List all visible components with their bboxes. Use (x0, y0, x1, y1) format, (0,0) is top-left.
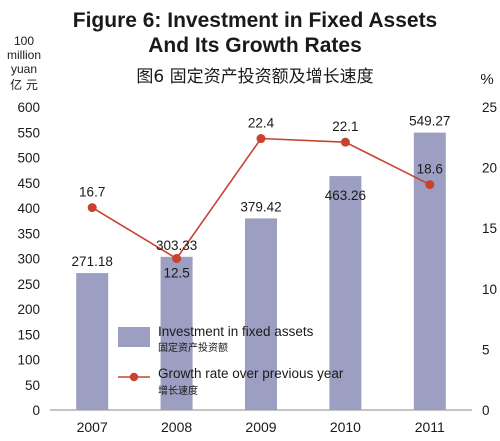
left-axis-tick-label: 250 (17, 277, 40, 292)
growth-rate-point-2009 (256, 134, 266, 144)
growth-rate-point-2007 (87, 203, 97, 213)
chart-title-line1: Figure 6: Investment in Fixed Assets (73, 9, 438, 32)
x-axis-tick-label: 2008 (161, 419, 192, 435)
right-axis-tick-label: 5 (482, 342, 490, 357)
chart-title-line2: And Its Growth Rates (148, 34, 362, 57)
growth-value-label-2010: 22.1 (332, 119, 358, 134)
chart-title-chinese: 图6 固定资产投资额及增长速度 (136, 67, 373, 87)
growth-value-label-2008: 12.5 (163, 266, 189, 281)
left-axis-tick-label: 500 (17, 151, 40, 166)
left-axis-tick-label: 600 (17, 100, 40, 115)
right-axis-tick-label: 15 (482, 221, 497, 236)
growth-value-label-2009: 22.4 (248, 116, 275, 131)
bar-2007 (76, 273, 109, 410)
right-axis-tick-label: 10 (482, 282, 497, 297)
left-axis-tick-label: 450 (17, 176, 40, 191)
left-axis-tick-label: 0 (32, 403, 40, 418)
x-axis-tick-label: 2007 (77, 419, 108, 435)
bar-value-label-2010: 463.26 (325, 188, 366, 203)
left-axis-tick-label: 100 (17, 353, 40, 368)
left-axis-tick-label: 300 (17, 252, 40, 267)
bar-value-label-2011: 549.27 (409, 114, 450, 129)
legend-line-marker (129, 372, 139, 382)
bar-value-label-2007: 271.18 (72, 254, 113, 269)
legend-line-label: Growth rate over previous year (158, 366, 344, 381)
legend-bar-label: Investment in fixed assets (158, 324, 314, 339)
left-axis-unit-line1: 100 (14, 34, 34, 48)
left-axis-unit-line3: yuan (11, 62, 37, 76)
growth-rate-point-2011 (425, 180, 435, 190)
left-axis-unit-line2: million (7, 48, 41, 62)
left-axis-tick-label: 150 (17, 327, 40, 342)
growth-rate-point-2008 (172, 254, 182, 263)
left-axis-unit-chinese: 亿 元 (10, 77, 38, 92)
bar-2009 (245, 218, 277, 410)
growth-value-label-2011: 18.6 (417, 162, 443, 177)
right-axis-tick-label: 25 (482, 100, 497, 115)
legend-line-label-chinese: 增长速度 (158, 384, 198, 397)
left-axis-tick-label: 350 (17, 226, 40, 241)
right-axis-tick-label: 0 (482, 403, 490, 418)
x-axis-tick-label: 2010 (330, 419, 361, 435)
right-axis-tick-label: 20 (482, 161, 497, 176)
growth-rate-point-2010 (340, 137, 350, 147)
left-axis-tick-label: 400 (17, 201, 40, 216)
left-axis-tick-label: 200 (17, 302, 40, 317)
bar-2008 (160, 256, 193, 410)
legend: Investment in fixed assets 固定资产投资额 Growt… (118, 324, 344, 397)
bar-2010 (329, 176, 362, 410)
right-axis-unit: % (480, 71, 493, 88)
x-axis-tick-label: 2011 (415, 419, 445, 435)
bar-value-label-2008: 303.33 (156, 238, 197, 253)
left-axis-tick-label: 550 (17, 125, 40, 140)
left-axis-tick-label: 50 (25, 378, 40, 393)
growth-value-label-2007: 16.7 (79, 185, 105, 200)
legend-bar-swatch (118, 327, 150, 347)
legend-bar-label-chinese: 固定资产投资额 (158, 341, 228, 354)
bar-value-label-2009: 379.42 (240, 199, 281, 214)
x-axis-tick-label: 2009 (245, 419, 276, 435)
